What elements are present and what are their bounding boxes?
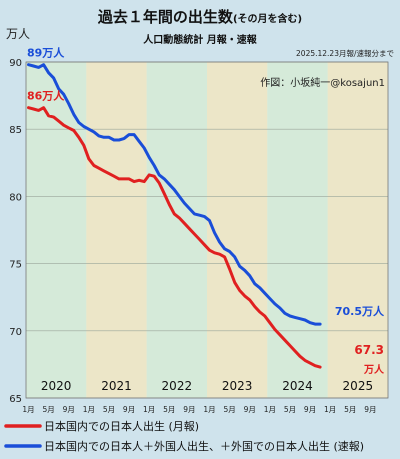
svg-text:過去１年間の出生数(その月を含む): 過去１年間の出生数(その月を含む) (97, 8, 302, 26)
chart-title-suffix: (その月を含む) (233, 12, 302, 25)
chart-credit: 作図：小坂純一@kosajun1 (260, 76, 385, 89)
x-tick-label: 1月 (264, 405, 276, 414)
year-band-2021 (86, 62, 147, 398)
year-label-2020: 2020 (41, 379, 72, 393)
x-tick-label: 5月 (42, 405, 54, 414)
year-label-2022: 2022 (162, 379, 193, 393)
year-band-2022 (146, 62, 207, 398)
x-tick-labels: 1月 5月 9月 1月 5月 9月 1月 5月 9月 1月 5月 9月 1月 5月 9月 1月 5月 9月 (22, 405, 376, 414)
year-band-2020 (26, 62, 87, 398)
series-line-blue (27, 63, 322, 326)
end-label-blue: 70.5万人 (335, 304, 385, 318)
x-tick-label: 5月 (344, 405, 356, 414)
x-tick-label: 5月 (103, 405, 115, 414)
start-label-red: 86万人 (27, 89, 65, 103)
x-tick-label: 5月 (223, 405, 235, 414)
chart-subtitle: 人口動態統計 月報・速報 (143, 33, 257, 46)
year-label-2023: 2023 (222, 379, 253, 393)
y-tick-85: 85 (9, 125, 22, 136)
x-tick-label: 9月 (183, 405, 195, 414)
y-tick-90: 90 (9, 58, 22, 69)
series-lines (27, 63, 322, 369)
y-tick-65: 65 (9, 394, 22, 405)
y-tick-75: 75 (9, 260, 22, 271)
x-tick-label: 1月 (143, 405, 155, 414)
x-tick-label: 1月 (22, 405, 34, 414)
legend: 日本国内での日本人出生 (月報) 日本国内での日本人＋外国人出生、＋外国での日本人… (4, 419, 364, 453)
year-label-2025: 2025 (343, 379, 374, 393)
chart-note: 2025.12.23月報/速報分まで (296, 49, 394, 58)
start-label-blue: 89万人 (27, 46, 65, 60)
year-label-2024: 2024 (282, 379, 313, 393)
x-tick-label: 1月 (203, 405, 215, 414)
y-tick-70: 70 (9, 327, 22, 338)
x-tick-label: 9月 (304, 405, 316, 414)
x-tick-label: 9月 (123, 405, 135, 414)
y-tick-labels: 65 70 75 80 85 90 (9, 58, 22, 405)
x-tick-label: 1月 (83, 405, 95, 414)
end-label-red-unit: 万人 (363, 363, 385, 376)
year-band-2025 (327, 62, 388, 398)
legend-label-blue: 日本国内での日本人＋外国人出生、＋外国での日本人出生 (速報) (44, 439, 364, 453)
plot-frame (25, 61, 389, 399)
x-tick-label: 5月 (284, 405, 296, 414)
x-tick-label: 5月 (163, 405, 175, 414)
x-tick-label: 9月 (63, 405, 75, 414)
y-tick-80: 80 (9, 192, 22, 203)
x-tick-label: 9月 (364, 405, 376, 414)
x-tick-label: 1月 (324, 405, 336, 414)
y-axis-label: 万人 (6, 27, 30, 41)
year-bands (26, 62, 388, 398)
end-label-red: 67.3 (354, 343, 384, 357)
year-labels: 2020 2021 2022 2023 2024 2025 (41, 379, 373, 393)
data-labels: 86万人 89万人 70.5万人 67.3 万人 (27, 46, 385, 376)
x-tick-label: 9月 (244, 405, 256, 414)
chart-title: 過去１年間の出生数 (97, 8, 234, 26)
legend-label-red: 日本国内での日本人出生 (月報) (44, 419, 199, 433)
year-label-2021: 2021 (101, 379, 132, 393)
year-band-2023 (207, 62, 268, 398)
year-band-2024 (267, 62, 328, 398)
series-line-red (27, 106, 322, 369)
